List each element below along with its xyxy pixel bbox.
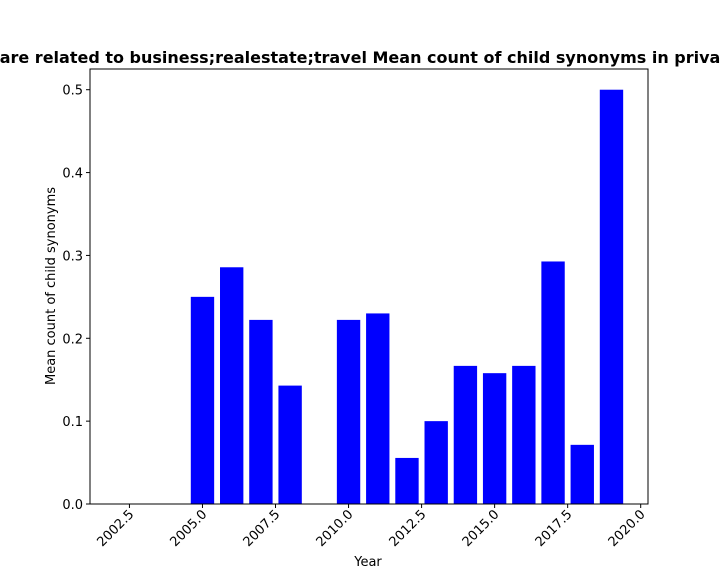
x-tick-label: 2010.0 xyxy=(314,507,357,550)
y-tick-label: 0.3 xyxy=(62,249,83,264)
x-tick-label: 2007.5 xyxy=(241,507,284,550)
bar-2010 xyxy=(336,319,361,504)
bar-2015 xyxy=(482,373,507,504)
y-tick-label: 0.5 xyxy=(62,84,83,99)
x-tick-label: 2012.5 xyxy=(387,507,430,550)
chart-title: are related to business;realestate;trave… xyxy=(0,48,720,67)
x-tick-label: 2015.0 xyxy=(460,507,503,550)
bar-2014 xyxy=(453,365,478,504)
bar-2005 xyxy=(190,296,215,504)
x-tick-label: 2020.0 xyxy=(606,507,649,550)
y-tick-label: 0.2 xyxy=(62,332,83,347)
y-tick-label: 0.4 xyxy=(62,167,83,182)
bar-2019 xyxy=(599,89,624,504)
plot-frame xyxy=(89,68,649,505)
bar-2011 xyxy=(366,313,390,504)
x-axis-label: Year xyxy=(353,555,382,570)
x-axis: 2002.5 2005.0 2007.5 2010.0 2012.5 2015.0 2017… xyxy=(94,504,649,550)
y-axis-label: Mean count of child synonyms xyxy=(44,187,59,385)
bar-2016 xyxy=(512,365,536,504)
bar-2008 xyxy=(278,385,302,504)
y-tick-label: 0.1 xyxy=(62,415,83,430)
x-tick-label: 2002.5 xyxy=(94,507,137,550)
x-tick-label: 2017.5 xyxy=(533,507,576,550)
bar-2006 xyxy=(220,267,244,504)
y-tick-label: 0.0 xyxy=(62,498,83,513)
y-axis: 0.0 0.1 0.2 0.3 0.4 0.5 xyxy=(62,84,90,513)
bar-2007 xyxy=(249,319,273,504)
bar-2018 xyxy=(570,444,594,504)
bar-2012 xyxy=(395,457,419,504)
bar-2013 xyxy=(424,421,448,504)
x-tick-label: 2005.0 xyxy=(168,507,211,550)
bars-group xyxy=(190,89,624,504)
bar-2017 xyxy=(541,261,565,504)
